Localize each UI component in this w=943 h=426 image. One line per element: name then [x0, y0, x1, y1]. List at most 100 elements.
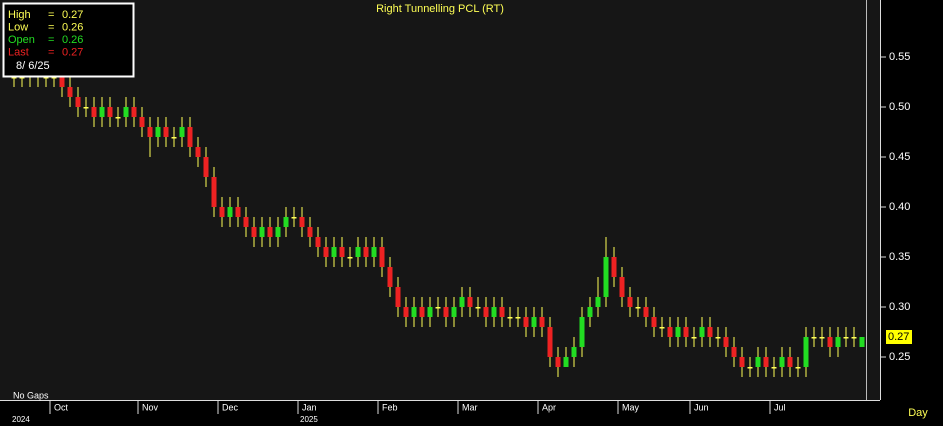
y-axis-area [880, 0, 943, 426]
candle-body [579, 317, 585, 347]
candle-body [587, 307, 593, 317]
candle-body [747, 367, 753, 369]
candle-body [683, 327, 689, 337]
candle-body [531, 317, 537, 327]
candle-body [467, 297, 473, 307]
info-label: Low [8, 21, 28, 33]
plot-area [0, 0, 880, 400]
candle-body [83, 107, 89, 109]
candle-body [667, 327, 673, 337]
info-value: 0.27 [62, 9, 83, 21]
x-tick-label: Jul [774, 402, 786, 412]
info-separator: = [48, 46, 54, 58]
candle-body [763, 357, 769, 367]
candle-body [59, 77, 65, 87]
x-tick-label: Mar [462, 402, 478, 412]
candle-body [859, 337, 865, 347]
candle-body [211, 177, 217, 207]
candle-body [827, 337, 833, 347]
y-tick-label: 0.40 [889, 201, 910, 213]
candle-body [107, 107, 113, 117]
candle-body [427, 307, 433, 317]
candle-body [315, 237, 321, 247]
candle-body [755, 357, 761, 367]
x-tick-label: Oct [54, 402, 69, 412]
candle-body [379, 247, 385, 267]
candle-body [835, 337, 841, 347]
candle-body [275, 227, 281, 237]
info-date: 8/ 6/25 [16, 60, 50, 72]
candle-body [523, 317, 529, 327]
candle-body [227, 207, 233, 217]
chart-title: Right Tunnelling PCL (RT) [376, 3, 504, 15]
candle-body [619, 277, 625, 297]
x-tick-label: Apr [542, 402, 556, 412]
info-label: Open [8, 34, 35, 46]
candle-body [267, 227, 273, 237]
candle-body [787, 357, 793, 367]
candle-body [539, 317, 545, 327]
gap-mode: No Gaps [13, 390, 49, 400]
candle-body [299, 217, 305, 227]
x-tick-label: Dec [222, 402, 239, 412]
candle-body [691, 337, 697, 339]
candle-body [187, 127, 193, 147]
candle-body [443, 307, 449, 317]
info-separator: = [48, 34, 54, 46]
candle-body [411, 307, 417, 317]
x-tick-label: Jun [694, 402, 709, 412]
candle-body [243, 217, 249, 227]
candle-body [19, 77, 25, 79]
candle-body [611, 257, 617, 277]
period-label: Day [908, 407, 928, 419]
info-value: 0.26 [62, 34, 83, 46]
candle-body [339, 247, 345, 257]
candle-body [723, 337, 729, 347]
candle-body [43, 77, 49, 79]
candle-body [403, 307, 409, 317]
candle-body [163, 127, 169, 137]
candle-body [731, 347, 737, 357]
candle-body [323, 247, 329, 257]
info-separator: = [48, 9, 54, 21]
candle-body [643, 307, 649, 317]
candle-body [675, 327, 681, 337]
y-tick-label: 0.35 [889, 251, 910, 263]
candle-body [507, 317, 513, 319]
x-tick-label: Nov [142, 402, 159, 412]
candle-body [483, 307, 489, 317]
candle-body [803, 337, 809, 367]
candle-body [195, 147, 201, 157]
candle-body [11, 77, 17, 79]
candle-body [651, 317, 657, 327]
candle-body [627, 297, 633, 307]
candle-body [363, 247, 369, 257]
candle-body [699, 327, 705, 337]
candle-body [451, 307, 457, 317]
info-box [2, 2, 135, 78]
candle-body [851, 337, 857, 339]
candle-body [771, 367, 777, 369]
candle-body [219, 207, 225, 217]
candle-body [603, 257, 609, 297]
candle-body [347, 257, 353, 259]
candle-body [435, 307, 441, 309]
info-value: 0.26 [62, 21, 83, 33]
candle-body [331, 247, 337, 257]
last-price-label: 0.27 [888, 331, 909, 343]
candle-body [235, 207, 241, 217]
candle-body [171, 137, 177, 139]
candle-body [355, 247, 361, 257]
candle-body [179, 127, 185, 137]
info-label: High [8, 9, 31, 21]
candle-body [395, 287, 401, 307]
candle-body [99, 107, 105, 117]
candle-body [555, 357, 561, 367]
x-tick-label: May [622, 402, 640, 412]
candle-body [91, 107, 97, 117]
candle-body [795, 367, 801, 369]
y-tick-label: 0.50 [889, 101, 910, 113]
candle-body [659, 327, 665, 329]
candle-body [819, 337, 825, 339]
candle-body [67, 87, 73, 97]
